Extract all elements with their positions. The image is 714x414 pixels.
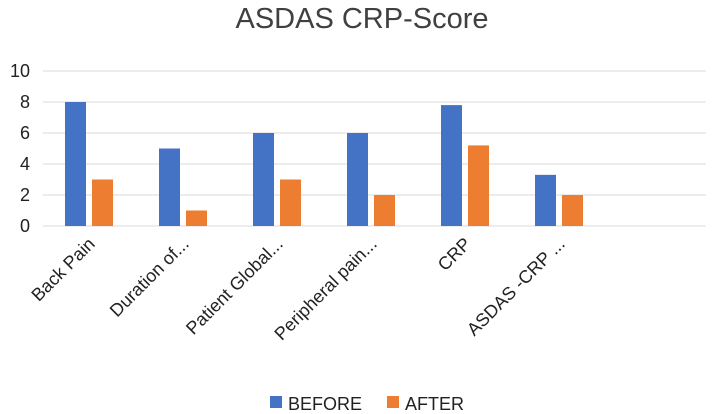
bar-after-5 xyxy=(562,195,583,226)
chart-title: ASDAS CRP-Score xyxy=(235,3,488,35)
x-category-label: CRP xyxy=(434,234,475,275)
bars xyxy=(65,102,583,226)
y-tick-label: 10 xyxy=(10,61,30,81)
x-category-label: Peripheral pain... xyxy=(270,234,380,344)
bar-before-1 xyxy=(159,148,180,226)
y-tick-label: 4 xyxy=(20,154,30,174)
bar-before-0 xyxy=(65,102,86,226)
bar-before-2 xyxy=(253,133,274,226)
legend-label-after: AFTER xyxy=(405,394,464,414)
legend-swatch-before xyxy=(270,396,282,408)
legend-label-before: BEFORE xyxy=(288,394,362,414)
legend-swatch-after xyxy=(387,396,399,408)
x-category-label: Patient Global... xyxy=(182,234,287,339)
y-tick-label: 0 xyxy=(20,216,30,236)
bar-before-5 xyxy=(535,174,556,226)
x-axis: Back Pain Duration of...Patient Global...… xyxy=(27,234,568,344)
bar-after-3 xyxy=(374,195,395,226)
y-tick-label: 2 xyxy=(20,185,30,205)
y-axis: 0 2 4 6 8 10 xyxy=(10,61,30,236)
bar-after-2 xyxy=(280,179,301,226)
bar-before-4 xyxy=(441,105,462,226)
y-tick-label: 8 xyxy=(20,92,30,112)
y-tick-label: 6 xyxy=(20,123,30,143)
x-category-label: ASDAS -CRP ... xyxy=(463,234,569,340)
legend: BEFORE AFTER xyxy=(270,394,464,414)
x-category-label: Back Pain xyxy=(27,234,98,305)
gridlines xyxy=(43,70,706,227)
bar-before-3 xyxy=(347,133,368,226)
bar-after-0 xyxy=(92,179,113,226)
x-category-label: Duration of... xyxy=(106,234,193,321)
bar-after-4 xyxy=(468,145,489,226)
bar-after-1 xyxy=(186,210,207,226)
